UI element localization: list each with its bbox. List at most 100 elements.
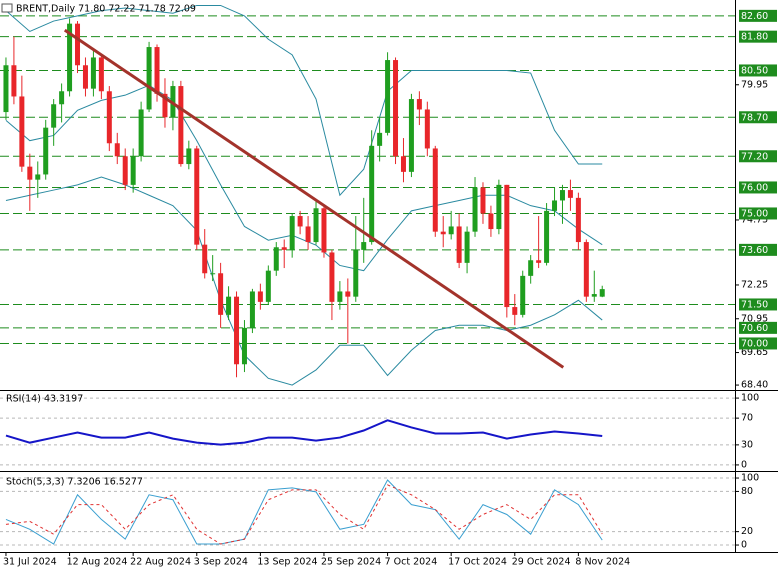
level-label: 77.20 (741, 151, 768, 162)
x-tick-label: 13 Sep 2024 (257, 557, 317, 568)
candle-body (154, 47, 160, 94)
level-label: 80.50 (741, 65, 768, 76)
candle-body (289, 216, 295, 250)
candle-body (536, 260, 542, 263)
candle-body (353, 249, 359, 297)
candle-body (528, 260, 534, 276)
level-label-box (739, 111, 777, 124)
candle-body (11, 65, 17, 97)
candle-body (408, 99, 414, 172)
candle-body (552, 200, 558, 211)
y-tick-label: 69.65 (741, 347, 768, 358)
candle-body (448, 226, 454, 235)
band-lower (5, 176, 603, 386)
candle-body (194, 148, 200, 245)
y-tick-label: 70 (741, 413, 753, 424)
candle-body (544, 210, 550, 263)
candle-body (19, 96, 25, 167)
candle-body (416, 99, 422, 110)
band-middle (5, 84, 603, 272)
candle-body (297, 216, 303, 227)
candle-body (257, 291, 263, 302)
y-tick-label: 20 (741, 526, 753, 537)
candle-body (106, 91, 112, 144)
candle-body (202, 244, 208, 274)
level-label: 71.50 (741, 299, 768, 310)
indicator-line (5, 484, 603, 545)
candle-body (440, 231, 446, 235)
candle-body (599, 289, 605, 297)
level-label: 70.00 (741, 338, 768, 349)
candle-body (178, 86, 184, 165)
x-tick-label: 25 Sep 2024 (321, 557, 381, 568)
candle-body (504, 184, 510, 308)
y-tick-label: 80 (741, 486, 753, 497)
candle-body (480, 187, 486, 214)
candle-body (226, 296, 232, 315)
level-label-box (739, 30, 777, 43)
level-label: 70.60 (741, 323, 768, 334)
level-label-box (739, 337, 777, 350)
y-tick-label: 0 (741, 459, 747, 470)
candle-body (512, 307, 518, 315)
candle-body (122, 156, 128, 185)
candle-body (377, 132, 383, 146)
candle-body (67, 23, 73, 92)
candle-body (456, 226, 462, 263)
candle-body (337, 291, 343, 302)
y-tick-label: 68.40 (741, 380, 768, 391)
candle-body (82, 65, 88, 89)
candle-body (234, 296, 240, 365)
candle-body (496, 184, 502, 230)
candle-body (90, 57, 96, 89)
candle-body (210, 273, 216, 275)
candle-body (575, 197, 581, 243)
level-label: 76.00 (741, 182, 768, 193)
candle-body (3, 65, 9, 113)
candle-body (35, 174, 41, 180)
candle-body (186, 148, 192, 165)
level-label-box (739, 150, 777, 163)
x-tick-label: 31 Jul 2024 (3, 557, 57, 568)
rsi-title: RSI(14) 43.3197 (6, 394, 83, 405)
level-label-box (739, 321, 777, 334)
x-tick-label: 7 Oct 2024 (385, 557, 438, 568)
x-tick-label: 8 Nov 2024 (575, 557, 630, 568)
level-label-box (739, 207, 777, 220)
y-tick-label: 100 (741, 393, 759, 404)
level-label: 73.60 (741, 245, 768, 256)
candle-body (305, 226, 311, 243)
band-upper (5, 4, 603, 197)
candle-body (424, 109, 430, 149)
level-label: 78.70 (741, 112, 768, 123)
candle-body (241, 327, 247, 365)
y-tick-label: 30 (741, 439, 753, 450)
y-tick-label: 0 (741, 540, 747, 551)
level-label-box (739, 243, 777, 256)
candle-body (393, 60, 399, 157)
candle-body (464, 231, 470, 263)
y-tick-label: 70.95 (741, 313, 768, 324)
candle-body (385, 60, 391, 133)
level-label: 82.60 (741, 11, 768, 22)
candle-body (583, 242, 589, 297)
x-tick-label: 29 Oct 2024 (512, 557, 571, 568)
candle-body (265, 270, 271, 302)
x-tick-label: 3 Sep 2024 (194, 557, 248, 568)
candle-body (98, 57, 104, 92)
candle-body (75, 23, 81, 66)
candle-body (361, 242, 367, 250)
candle-body (488, 213, 494, 230)
level-label-box (739, 9, 777, 22)
y-tick-label: 79.95 (741, 79, 768, 90)
y-tick-label: 100 (741, 473, 759, 484)
candle-body (567, 190, 573, 198)
candle-body (218, 273, 224, 315)
trendline (63, 28, 565, 369)
candle-body (114, 143, 120, 157)
symbol-icon (1, 3, 13, 13)
x-tick-label: 22 Aug 2024 (130, 557, 191, 568)
candle-body (472, 187, 478, 232)
